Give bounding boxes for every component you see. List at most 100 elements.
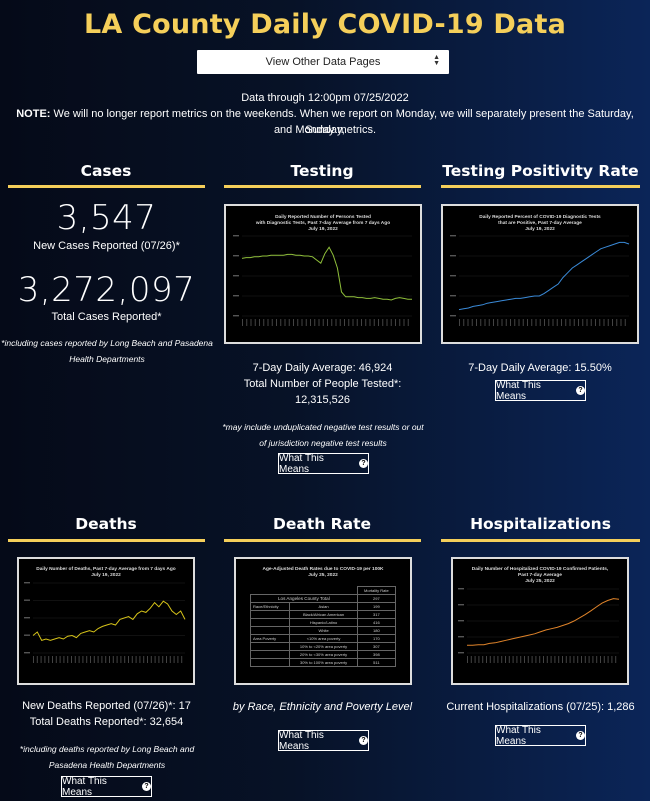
x-tick-label — [607, 656, 609, 663]
new-cases-value: 3,547 — [56, 198, 157, 238]
deaths-chart[interactable]: Daily Number of Deaths, Past 7-day Avera… — [17, 557, 195, 685]
x-tick-label — [582, 319, 584, 326]
x-tick-label — [612, 319, 613, 326]
y-tick-label — [458, 652, 464, 654]
x-tick-label — [603, 656, 605, 663]
x-tick-label — [592, 656, 594, 663]
data-pages-select[interactable]: View Other Data Pages ▲ ▼ — [197, 50, 449, 74]
testing-chart[interactable]: Daily Reported Number of Persons Tested … — [224, 204, 422, 344]
testing-chart-title-3: July 19, 2022 — [308, 227, 338, 232]
deaths-what-this-means-button[interactable]: What This Means? — [61, 775, 152, 798]
positivity-chart-title-2: that are Positive, Past 7-day Average — [498, 221, 582, 226]
death-rate-row-value: 416 — [356, 618, 397, 627]
x-tick-label — [276, 319, 277, 326]
cases-footnote-2: Health Departments — [69, 354, 145, 364]
positivity-line-plot — [450, 235, 630, 326]
testing-what-this-means-button[interactable]: What This Means? — [278, 452, 369, 475]
x-tick-label — [596, 656, 598, 663]
x-tick-label — [467, 319, 469, 326]
hospitalizations-chart[interactable]: Daily Number of Hospitalized COVID-19 Co… — [451, 557, 629, 685]
x-tick-label — [120, 656, 122, 663]
x-tick-label — [55, 656, 57, 663]
x-tick-label — [480, 319, 482, 326]
death-rate-row-group: Race/Ethnicity — [249, 602, 291, 611]
x-tick-label — [150, 656, 152, 663]
positivity-avg: 7-Day Daily Average: 15.50% — [468, 362, 612, 374]
y-tick-label — [233, 255, 239, 257]
x-tick-label — [267, 319, 269, 326]
x-tick-label — [305, 319, 307, 326]
x-tick-label — [259, 319, 260, 326]
x-tick-label — [505, 656, 506, 663]
page-title: LA County Daily COVID-19 Data — [84, 9, 566, 40]
x-tick-label — [135, 656, 137, 663]
y-tick-label — [458, 588, 464, 590]
x-tick-label — [335, 319, 337, 326]
x-tick-label — [390, 319, 392, 326]
question-icon: ? — [359, 736, 368, 745]
death-rate-table-image[interactable]: Age-Adjusted Death Rates due to COVID-19… — [234, 557, 412, 685]
x-tick-label — [361, 319, 362, 326]
x-tick-label — [112, 656, 114, 663]
x-tick-label — [497, 319, 499, 326]
x-tick-label — [493, 319, 494, 326]
x-tick-label — [573, 656, 575, 663]
x-tick-label — [577, 656, 579, 663]
cases-title: Cases — [80, 162, 132, 180]
x-tick-label — [510, 319, 511, 326]
x-tick-label — [543, 656, 544, 663]
death-rate-row-value: 398 — [356, 650, 397, 659]
x-tick-label — [254, 319, 256, 326]
select-arrows-icon: ▲ ▼ — [433, 54, 440, 67]
x-tick-label — [378, 319, 379, 326]
x-tick-label — [565, 656, 567, 663]
x-tick-label — [554, 656, 556, 663]
data-through: Data through 12:00pm 07/25/2022 — [241, 92, 409, 104]
deaths-line-plot — [24, 582, 186, 663]
death-rate-row-value: 297 — [356, 594, 397, 603]
positivity-chart[interactable]: Daily Reported Percent of COVID-19 Diagn… — [441, 204, 639, 344]
x-tick-label — [616, 319, 618, 326]
question-icon: ? — [359, 459, 368, 468]
x-tick-label — [33, 656, 34, 663]
deaths-footnote-1: *including deaths reported by Long Beach… — [19, 744, 195, 754]
y-tick-label — [450, 275, 456, 277]
death-rate-row-group — [249, 610, 291, 619]
x-tick-label — [280, 319, 282, 326]
deaths-title: Deaths — [75, 515, 137, 533]
death-rate-row: Area Poverty <10% area poverty 170 — [249, 634, 397, 643]
deaths-footnote-2: Pasadena Health Departments — [48, 760, 166, 770]
x-tick-label — [399, 319, 401, 326]
new-deaths: New Deaths Reported (07/26)*: 17 — [22, 700, 191, 712]
death-rate-what-this-means-button[interactable]: What This Means? — [278, 730, 369, 752]
x-tick-label — [562, 656, 563, 663]
x-tick-label — [595, 319, 596, 326]
x-tick-label — [116, 656, 118, 663]
hospitalizations-what-this-means-button[interactable]: What This Means? — [495, 725, 586, 747]
hospitalizations-series-line — [467, 598, 620, 646]
x-tick-label — [369, 319, 371, 326]
x-tick-label — [508, 656, 510, 663]
death-rate-row-label: Los Angeles County Total — [250, 594, 358, 603]
x-tick-label — [624, 319, 626, 326]
death-rate-row-label: 20% to <30% area poverty — [289, 650, 358, 659]
question-icon: ? — [576, 386, 585, 395]
x-tick-label — [250, 319, 252, 326]
testing-total: 12,315,526 — [294, 394, 351, 406]
x-tick-label — [590, 319, 592, 326]
note-line-1: We will no longer report metrics on the … — [50, 108, 634, 136]
x-tick-label — [527, 656, 529, 663]
y-tick-label — [233, 275, 239, 277]
y-tick-label — [24, 582, 30, 584]
positivity-what-this-means-button[interactable]: What This Means? — [495, 380, 586, 402]
x-tick-label — [271, 319, 273, 326]
x-tick-label — [463, 319, 465, 326]
x-tick-label — [516, 656, 518, 663]
x-tick-label — [293, 319, 294, 326]
death-rate-row: Hispanic/Latino 416 — [249, 618, 397, 627]
x-tick-label — [561, 319, 562, 326]
x-tick-label — [489, 656, 491, 663]
button-label: What This Means — [279, 452, 324, 475]
button-label: What This Means — [62, 775, 107, 798]
death-rate-row-label: White — [289, 626, 358, 635]
